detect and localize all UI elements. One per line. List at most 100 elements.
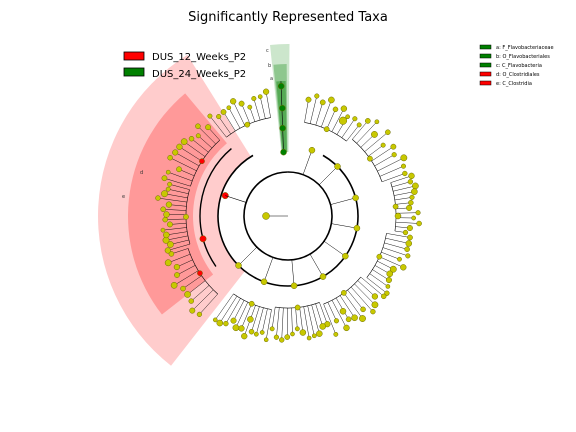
leaf-node xyxy=(360,306,366,313)
leaf-branch xyxy=(219,296,238,324)
leaf-node xyxy=(405,240,413,247)
leaf-node xyxy=(207,113,213,119)
leaf-node xyxy=(407,234,413,241)
leaf-branch xyxy=(379,165,404,177)
leaf-node xyxy=(238,100,245,107)
leaf-branch xyxy=(307,305,315,336)
leaf-branch xyxy=(393,185,416,192)
leaf-branch xyxy=(168,253,191,263)
leaf-branch xyxy=(187,280,206,295)
leaf-branch xyxy=(168,171,193,182)
leaf-branch xyxy=(327,302,337,321)
clade-key-swatch-e xyxy=(479,80,492,86)
leaf-node xyxy=(196,311,203,318)
leaf-node xyxy=(216,319,224,327)
flavobacteriaceae-family-node xyxy=(279,104,286,112)
leaf-branch xyxy=(192,289,214,311)
leaf-branch xyxy=(228,107,241,129)
leaf-node xyxy=(319,99,326,106)
leaf-node xyxy=(402,170,408,177)
order-node xyxy=(235,262,242,269)
leaf-node xyxy=(184,291,191,298)
leaf-node xyxy=(305,96,312,103)
flavobacteria-branch xyxy=(280,81,284,153)
leaf-branch xyxy=(390,175,412,183)
leaf-branch xyxy=(241,103,251,124)
leaf-branch xyxy=(233,300,245,321)
leaf-node xyxy=(161,190,168,198)
clade-key-label-b: b: O_Flavobacteriales xyxy=(496,54,550,60)
leaf-branch xyxy=(315,102,323,126)
leaf-branch xyxy=(271,307,276,329)
leaf-node xyxy=(226,105,232,111)
leaf-branch xyxy=(368,144,384,157)
family-node xyxy=(367,155,373,162)
leaf-branch xyxy=(162,227,187,231)
leaf-node xyxy=(188,135,195,142)
leaf-branch xyxy=(198,135,213,149)
leaf-node xyxy=(406,225,413,232)
order-ring-clostridiales xyxy=(199,148,232,267)
leaf-node xyxy=(294,326,300,332)
legend-label-12-weeks: DUS_12_Weeks_P2 xyxy=(152,52,246,63)
leaf-node xyxy=(167,181,173,187)
leaf-node xyxy=(406,204,413,211)
leaf-node xyxy=(408,172,415,180)
leaf-branch xyxy=(394,191,415,196)
leaf-node xyxy=(391,152,397,158)
order-branch xyxy=(291,259,295,286)
leaf-node xyxy=(174,272,180,278)
leaf-branch xyxy=(331,108,345,132)
leaf-branch xyxy=(366,277,388,294)
leaf-branch xyxy=(295,307,298,329)
leaf-node xyxy=(216,114,222,120)
leaf-branch xyxy=(357,280,376,297)
leaf-branch xyxy=(381,173,405,183)
leaf-node xyxy=(364,118,371,124)
leaf-node xyxy=(328,96,335,104)
leaf-node xyxy=(161,175,168,182)
order-branch xyxy=(309,253,324,277)
leaf-branch xyxy=(175,152,200,167)
leaf-branch xyxy=(347,289,364,310)
leaf-branch xyxy=(261,308,268,333)
clade-key-legend: a: F_Flavobacteriaceae b: O_Flavobacteri… xyxy=(479,44,554,87)
leaf-branch xyxy=(343,292,363,319)
leaf-branch xyxy=(170,157,197,172)
leaf-node xyxy=(400,163,407,169)
leaf-node xyxy=(311,333,317,339)
leaf-branch xyxy=(323,303,337,335)
leaf-node xyxy=(248,328,255,335)
leaf-node xyxy=(351,314,358,322)
leaf-node xyxy=(279,337,285,343)
leaf-node xyxy=(371,293,379,300)
leaf-branch xyxy=(315,303,323,327)
leaf-branch xyxy=(225,298,241,324)
leaf-node xyxy=(165,186,171,192)
leaf-node xyxy=(205,124,211,131)
leaf-node xyxy=(416,220,422,227)
leaf-branch xyxy=(379,256,404,268)
leaf-branch xyxy=(168,188,189,194)
leaf-node xyxy=(385,129,391,136)
leaf-node xyxy=(241,333,248,340)
clade-d-highlight xyxy=(128,93,227,315)
leaf-branch xyxy=(382,247,408,257)
group-legend: DUS_12_Weeks_P2 DUS_24_Weeks_P2 xyxy=(123,51,246,80)
leaf-node xyxy=(370,308,376,315)
clade-key-label-e: e: C_Clostridia xyxy=(496,81,532,87)
leaf-node xyxy=(163,211,170,218)
leaf-node xyxy=(262,88,270,95)
leaf-node xyxy=(290,331,295,337)
root-node xyxy=(262,212,270,220)
leaf-branch xyxy=(235,302,249,328)
order-branch xyxy=(263,257,274,282)
leaf-node xyxy=(180,138,188,145)
family-node xyxy=(248,300,255,307)
leaf-node xyxy=(408,199,414,206)
flavobacteria-class-node xyxy=(280,148,287,156)
leaf-branch xyxy=(386,233,411,238)
order-branch xyxy=(331,223,357,229)
leaf-branch xyxy=(346,124,360,142)
leaf-branch xyxy=(197,126,216,145)
